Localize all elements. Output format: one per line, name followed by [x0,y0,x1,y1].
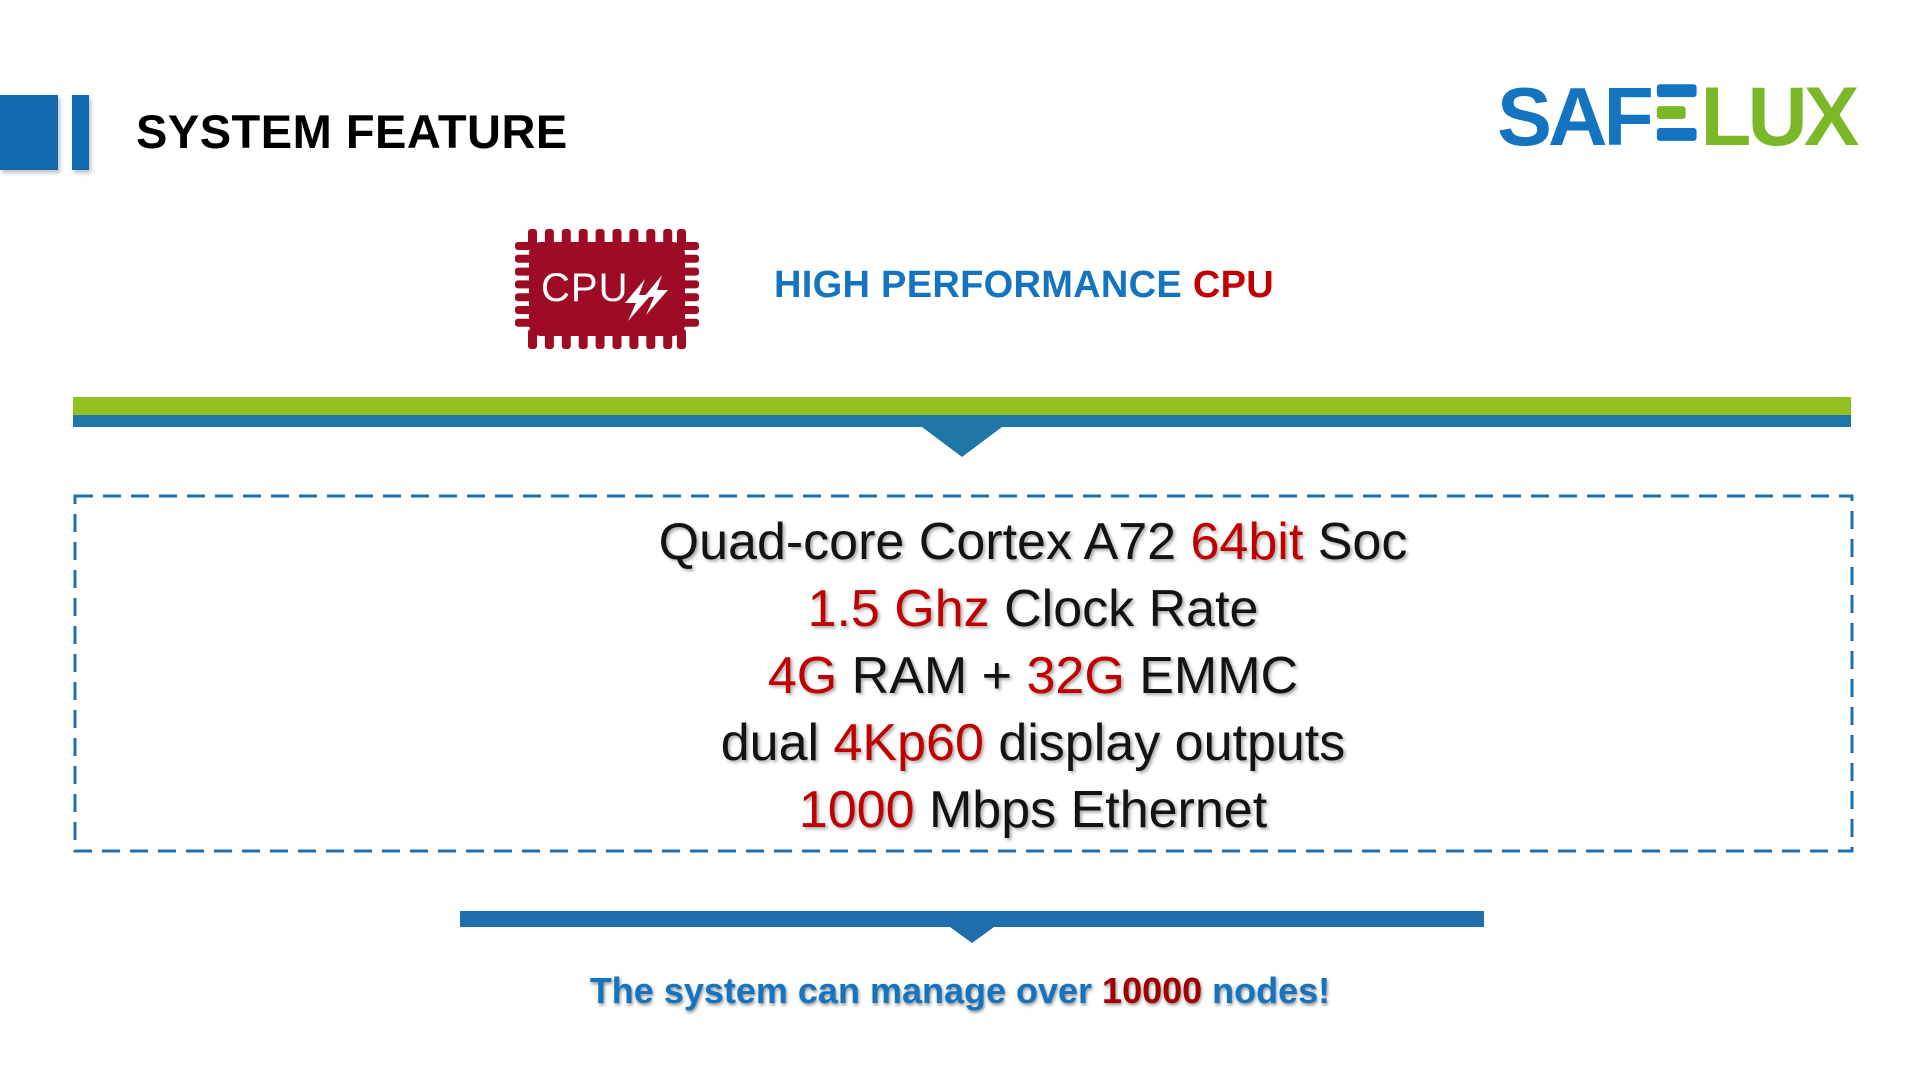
svg-text:SAF: SAF [1497,82,1652,162]
svg-text:LUX: LUX [1701,82,1859,162]
svg-text:CPU: CPU [541,266,628,310]
